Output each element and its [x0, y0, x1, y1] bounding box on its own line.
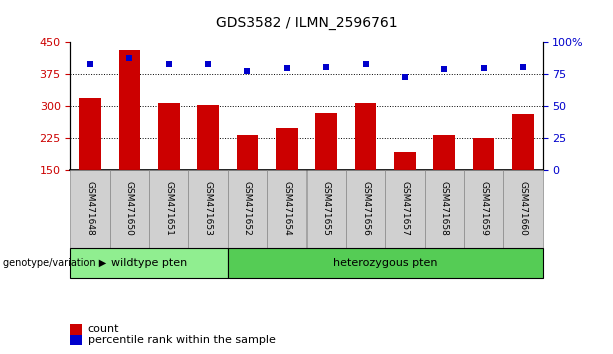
Text: count: count	[88, 324, 119, 334]
Point	[282, 65, 292, 71]
Point	[518, 64, 528, 69]
Text: GSM471660: GSM471660	[519, 181, 527, 236]
Point	[204, 61, 213, 67]
Bar	[276, 128, 298, 170]
Bar	[158, 103, 180, 170]
Point	[321, 64, 331, 69]
Bar	[473, 138, 494, 170]
Text: GSM471655: GSM471655	[322, 181, 330, 236]
Bar	[237, 135, 258, 170]
Point	[85, 61, 95, 67]
Text: GSM471658: GSM471658	[440, 181, 449, 236]
Bar	[119, 50, 140, 170]
Text: GSM471648: GSM471648	[86, 182, 94, 236]
Point	[243, 68, 253, 73]
Bar	[355, 103, 376, 170]
Point	[360, 61, 370, 67]
Text: GDS3582 / ILMN_2596761: GDS3582 / ILMN_2596761	[216, 16, 397, 30]
Text: GSM471657: GSM471657	[400, 181, 409, 236]
Bar	[197, 104, 219, 170]
Point	[479, 65, 489, 71]
Point	[440, 67, 449, 72]
Text: GSM471654: GSM471654	[283, 182, 291, 236]
Text: GSM471651: GSM471651	[164, 181, 173, 236]
Text: GSM471653: GSM471653	[204, 181, 213, 236]
Text: wildtype pten: wildtype pten	[111, 258, 188, 268]
Text: GSM471650: GSM471650	[125, 181, 134, 236]
Text: GSM471652: GSM471652	[243, 182, 252, 236]
Bar	[315, 113, 337, 170]
Bar	[79, 98, 101, 170]
Point	[400, 74, 409, 80]
Text: percentile rank within the sample: percentile rank within the sample	[88, 335, 275, 345]
Bar	[433, 135, 455, 170]
Point	[164, 61, 173, 67]
Text: genotype/variation ▶: genotype/variation ▶	[3, 258, 106, 268]
Text: GSM471656: GSM471656	[361, 181, 370, 236]
Text: GSM471659: GSM471659	[479, 181, 488, 236]
Text: heterozygous pten: heterozygous pten	[333, 258, 438, 268]
Bar	[394, 152, 416, 170]
Point	[124, 55, 134, 61]
Bar	[512, 114, 534, 170]
